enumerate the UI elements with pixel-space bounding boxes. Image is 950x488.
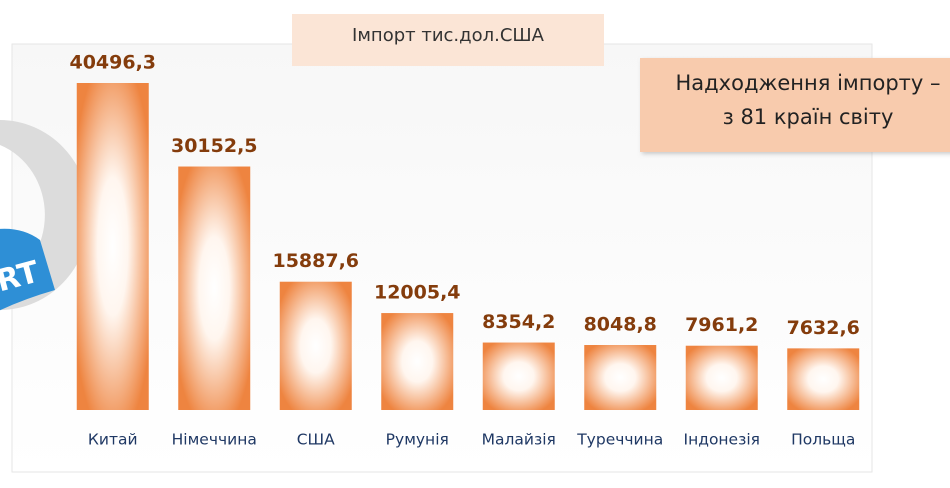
annotation: з 81 країн світу [723,105,894,129]
bar [686,346,758,410]
page: {"chart_data": {"type": "bar", "title": … [0,0,950,488]
value-label: 12005,4 [374,282,461,304]
x-tick-label: Індонезія [684,431,760,449]
bar [280,282,352,410]
value-label: 8354,2 [482,311,555,333]
value-label: 8048,8 [584,314,657,336]
bar [483,343,555,410]
x-tick-label: Туреччина [576,431,663,449]
chart-title: Імпорт тис.дол.США [352,25,545,46]
bar [584,345,656,410]
annotation: Надходження імпорту – [675,71,940,95]
bar [178,167,250,410]
bar [787,348,859,410]
x-tick-label: Польща [791,431,855,449]
chart: RT Імпорт тис.дол.США Надходження імпорт… [0,0,950,488]
x-tick-label: США [297,431,335,449]
x-tick-label: Китай [88,431,138,449]
bar [77,83,149,410]
value-label: 7961,2 [685,314,758,336]
value-label: 15887,6 [272,250,359,272]
value-label: 30152,5 [171,135,258,157]
value-label: 40496,3 [69,52,156,74]
bar [381,313,453,410]
x-tick-label: Малайзія [482,431,556,449]
x-tick-label: Румунія [386,431,449,449]
value-label: 7632,6 [787,317,860,339]
x-tick-label: Німеччина [172,431,257,449]
